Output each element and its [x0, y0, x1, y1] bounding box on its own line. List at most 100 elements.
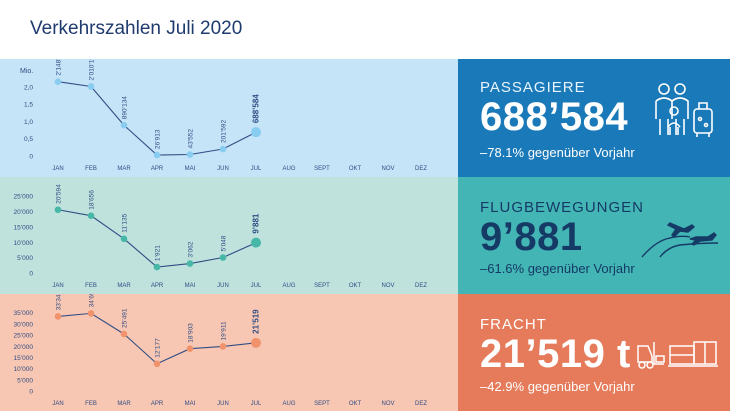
- flugbewegungen-data-label: 11’135: [122, 213, 129, 232]
- passagiere-label: PASSAGIERE: [480, 79, 586, 96]
- fracht-data-point: [120, 330, 128, 338]
- fracht-data-point: [219, 343, 227, 350]
- flugbewegungen-data-label: 5’048: [221, 235, 228, 251]
- passagiere-x-tick-label: MAR: [117, 166, 131, 172]
- passagiere-data-label: 201’592: [221, 120, 228, 144]
- fracht-change: –42.9% gegenüber Vorjahr: [480, 379, 635, 394]
- flugbewegungen-x-tick-label: NOV: [381, 283, 394, 289]
- family-luggage-icon: [655, 83, 713, 137]
- passagiere-y-tick-label: 1,5: [24, 102, 33, 109]
- passagiere-x-tick-label: DEZ: [415, 166, 427, 172]
- flugbewegungen-y-tick-label: 20’000: [13, 209, 33, 216]
- flugbewegungen-x-tick-label: JUN: [217, 283, 229, 289]
- flugbewegungen-data-label: 1’921: [155, 245, 162, 261]
- passagiere-x-tick-label: APR: [151, 166, 164, 172]
- flugbewegungen-data-point: [186, 260, 194, 267]
- flugbewegungen-y-tick-label: 25’000: [13, 194, 33, 201]
- passagiere-data-point: [186, 151, 194, 158]
- fracht-row: 0 5’000 10’000 15’000 20’000 25’000 30’000 35’0…: [0, 294, 730, 411]
- fracht-x-tick-label: MAR: [117, 401, 131, 407]
- passagiere-x-tick-label: JUN: [217, 166, 229, 172]
- fracht-data-label: 18’903: [188, 323, 195, 343]
- fracht-chart-background: [0, 294, 458, 411]
- flugbewegungen-data-point: [120, 235, 128, 243]
- passagiere-data-label: 2’148’812: [56, 59, 63, 76]
- fracht-y-tick-label: 0: [29, 389, 33, 396]
- fracht-data-point: [153, 360, 161, 368]
- passagiere-data-label: 43’552: [188, 129, 195, 149]
- passagiere-data-label: 890’134: [122, 96, 129, 120]
- fracht-data-label: 33’346: [56, 294, 63, 310]
- passagiere-x-tick-label: JUL: [251, 166, 262, 172]
- passagiere-x-tick-label: MAI: [185, 166, 196, 172]
- fracht-line-chart: 0 5’000 10’000 15’000 20’000 25’000 30’000 35’0…: [0, 294, 458, 411]
- fracht-data-label: 12’177: [155, 338, 162, 358]
- flugbewegungen-data-point: [219, 254, 227, 261]
- flugbewegungen-data-point: [153, 263, 161, 271]
- airplanes-icon: [641, 222, 719, 258]
- passagiere-x-tick-label: OKT: [349, 166, 362, 172]
- passagiere-data-point: [54, 78, 62, 85]
- flugbewegungen-chart: 0 5’000 10’000 15’000 20’000 25’000 JAN FEB MAR A…: [0, 177, 458, 294]
- page-title: Verkehrszahlen Juli 2020: [30, 18, 243, 39]
- fracht-x-tick-label: FEB: [85, 401, 97, 407]
- flugbewegungen-x-tick-label: MAI: [185, 283, 196, 289]
- flugbewegungen-chart-background: [0, 177, 458, 294]
- flugbewegungen-y-tick-label: 15’000: [13, 224, 33, 231]
- passagiere-chart-background: [0, 59, 458, 177]
- flugbewegungen-x-tick-label: FEB: [85, 283, 97, 289]
- fracht-y-tick-label: 30’000: [13, 321, 33, 328]
- fracht-x-tick-label: AUG: [282, 401, 295, 407]
- passagiere-row: Mio. 0 0,5 1,0 1,5 2,0 JAN FEB MAR APR MAI JUN JUL AU…: [0, 59, 730, 177]
- fracht-data-point: [87, 310, 95, 317]
- fracht-x-tick-label: OKT: [349, 401, 362, 407]
- passagiere-change: –78.1% gegenüber Vorjahr: [480, 145, 635, 160]
- flugbewegungen-row: 0 5’000 10’000 15’000 20’000 25’000 JAN FEB MAR A…: [0, 177, 730, 294]
- fracht-y-tick-label: 5’000: [17, 377, 33, 384]
- flugbewegungen-data-point: [87, 212, 95, 219]
- flugbewegungen-data-label: 3’062: [188, 241, 195, 257]
- fracht-data-label: 25’491: [122, 308, 129, 328]
- fracht-y-tick-label: 35’000: [13, 310, 33, 317]
- flugbewegungen-x-tick-label: AUG: [282, 283, 295, 289]
- passagiere-x-tick-label: NOV: [381, 166, 394, 172]
- flugbewegungen-y-tick-label: 5’000: [17, 255, 33, 262]
- flugbewegungen-x-tick-label: DEZ: [415, 283, 427, 289]
- passagiere-data-label: 2’010’199: [89, 59, 96, 80]
- passagiere-line-chart: Mio. 0 0,5 1,0 1,5 2,0 JAN FEB MAR APR MAI JUN JUL AU…: [0, 59, 458, 177]
- fracht-data-label: 34’697: [89, 294, 96, 307]
- fracht-x-tick-label: JAN: [52, 401, 63, 407]
- flugbewegungen-data-label: 20’594: [56, 184, 63, 204]
- flugbewegungen-data-label: 9’881: [252, 213, 261, 234]
- passagiere-y-tick-label: 0: [29, 154, 33, 161]
- flugbewegungen-x-tick-label: MAR: [117, 283, 131, 289]
- fracht-data-point: [251, 337, 261, 348]
- flugbewegungen-line-chart: 0 5’000 10’000 15’000 20’000 25’000 JAN FEB MAR A…: [0, 177, 458, 294]
- flugbewegungen-x-tick-label: JUL: [251, 283, 262, 289]
- fracht-data-label: 21’519: [252, 309, 261, 334]
- fracht-value: 21’519 t: [480, 332, 631, 376]
- fracht-x-tick-label: JUN: [217, 401, 229, 407]
- fracht-x-tick-label: SEPT: [314, 401, 330, 407]
- passagiere-data-point: [153, 151, 161, 159]
- passagiere-data-label: 26’913: [155, 129, 162, 149]
- fracht-x-tick-label: MAI: [185, 401, 196, 407]
- flugbewegungen-label: FLUGBEWEGUNGEN: [480, 199, 645, 216]
- fracht-y-tick-label: 10’000: [13, 366, 33, 373]
- fracht-label: FRACHT: [480, 316, 547, 333]
- passagiere-chart: Mio. 0 0,5 1,0 1,5 2,0 JAN FEB MAR APR MAI JUN JUL AU…: [0, 59, 458, 177]
- fracht-y-tick-label: 15’000: [13, 355, 33, 362]
- fracht-y-tick-label: 20’000: [13, 344, 33, 351]
- flugbewegungen-panel: FLUGBEWEGUNGEN 9’881 –61.6% gegenüber Vo…: [458, 177, 730, 294]
- fracht-x-tick-label: JUL: [251, 401, 262, 407]
- fracht-chart: 0 5’000 10’000 15’000 20’000 25’000 30’000 35’0…: [0, 294, 458, 411]
- passagiere-y-tick-label: 0,5: [24, 136, 33, 143]
- flugbewegungen-x-tick-label: SEPT: [314, 283, 330, 289]
- flugbewegungen-data-point: [251, 237, 261, 248]
- forklift-icon: [637, 341, 718, 369]
- flugbewegungen-change: –61.6% gegenüber Vorjahr: [480, 261, 635, 276]
- flugbewegungen-data-label: 18’656: [89, 190, 96, 210]
- passagiere-y-tick-label: 2,0: [24, 84, 33, 91]
- passagiere-panel: PASSAGIERE 688’584 –78.1% gegenüber Vorj…: [458, 59, 730, 177]
- passagiere-x-tick-label: FEB: [85, 166, 97, 172]
